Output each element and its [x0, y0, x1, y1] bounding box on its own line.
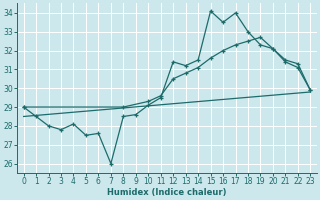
X-axis label: Humidex (Indice chaleur): Humidex (Indice chaleur): [107, 188, 227, 197]
